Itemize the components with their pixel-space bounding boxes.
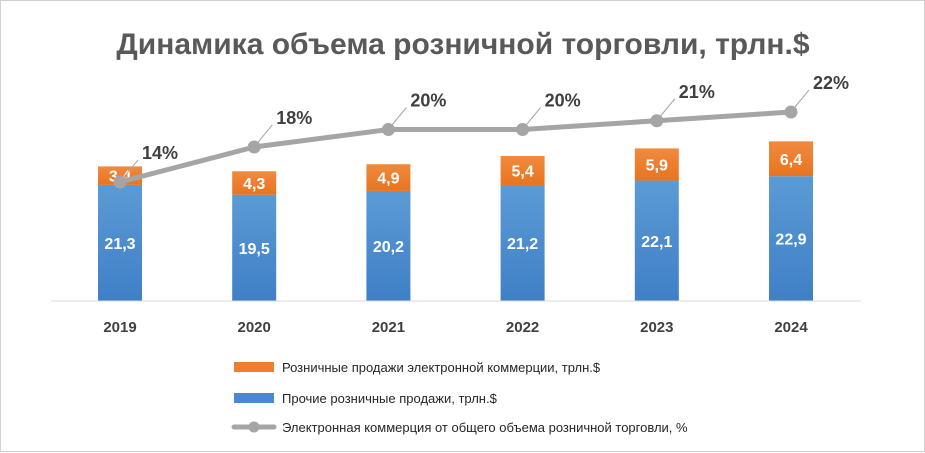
share-label-2023: 21% <box>679 82 715 102</box>
share-marker-2023 <box>650 114 664 128</box>
bar-label-other-2024: 22,9 <box>775 232 806 249</box>
share-marker-2021 <box>381 123 395 136</box>
legend-label-share: Электронная коммерция от общего объема р… <box>282 420 688 435</box>
x-tick-layer: 2019 2020 2021 2022 2023 2024 <box>103 319 808 336</box>
bars-layer: 21,33,419,54,320,24,921,25,422,15,922,96… <box>98 141 813 301</box>
bar-label-other-2019: 21,3 <box>104 236 135 253</box>
chart-title: Динамика объема розничной торговли, трлн… <box>116 28 809 61</box>
bar-ecommerce-2024 <box>769 141 813 177</box>
share-label-2021: 20% <box>410 91 446 111</box>
share-leader-2020 <box>257 124 273 143</box>
share-leader-2023 <box>660 98 676 117</box>
bar-label-other-2022: 21,2 <box>507 236 538 253</box>
legend-label-ecommerce: Розничные продажи электронной коммерции,… <box>282 360 601 375</box>
x-tick-2019: 2019 <box>103 319 136 336</box>
share-label-2019: 14% <box>142 143 178 163</box>
x-tick-2023: 2023 <box>640 319 673 336</box>
bar-ecommerce-2021 <box>366 164 411 191</box>
x-tick-2024: 2024 <box>774 319 808 336</box>
bar-label-ecommerce-2022: 5,4 <box>511 164 533 181</box>
legend-label-other: Прочие розничные продажи, трлн.$ <box>282 391 498 406</box>
x-tick-2022: 2022 <box>506 319 539 336</box>
share-marker-2024 <box>784 105 798 119</box>
share-label-2024: 22% <box>813 73 849 93</box>
bar-other-2023 <box>634 180 679 301</box>
share-label-2022: 20% <box>545 91 581 111</box>
bar-other-2021 <box>366 190 411 301</box>
line-layer: 14% 18% 20% 20% 21% 22% <box>113 73 849 189</box>
bar-label-other-2020: 19,5 <box>239 241 270 258</box>
bar-ecommerce-2022 <box>500 156 545 186</box>
bar-other-2022 <box>500 185 545 301</box>
share-line <box>117 109 794 185</box>
bar-ecommerce-2020 <box>232 171 277 195</box>
share-marker-2020 <box>247 140 261 154</box>
bar-label-ecommerce-2021: 4,9 <box>377 171 399 188</box>
share-marker-2019 <box>113 175 127 189</box>
legend-swatch-share-marker <box>248 421 260 433</box>
share-label-2020: 18% <box>276 108 312 128</box>
bar-other-2024 <box>769 176 813 301</box>
x-tick-2021: 2021 <box>372 319 405 336</box>
x-tick-2020: 2020 <box>238 319 271 336</box>
legend-swatch-ecommerce <box>234 362 274 372</box>
legend-swatch-other <box>234 393 274 403</box>
bar-other-2019 <box>98 184 142 301</box>
bar-label-ecommerce-2020: 4,3 <box>243 176 265 193</box>
bar-ecommerce-2023 <box>634 148 679 181</box>
bar-label-ecommerce-2024: 6,4 <box>780 152 802 169</box>
bar-label-other-2021: 20,2 <box>373 239 404 256</box>
share-leader-2022 <box>526 107 541 125</box>
share-leader-2021 <box>392 107 407 125</box>
legend: Розничные продажи электронной коммерции,… <box>231 360 688 435</box>
share-marker-2022 <box>516 123 530 136</box>
bar-label-other-2023: 22,1 <box>641 234 672 251</box>
share-leader-2019 <box>123 159 139 178</box>
share-leader-2024 <box>794 89 810 108</box>
bar-other-2020 <box>232 194 277 301</box>
bar-label-ecommerce-2023: 5,9 <box>646 157 668 174</box>
